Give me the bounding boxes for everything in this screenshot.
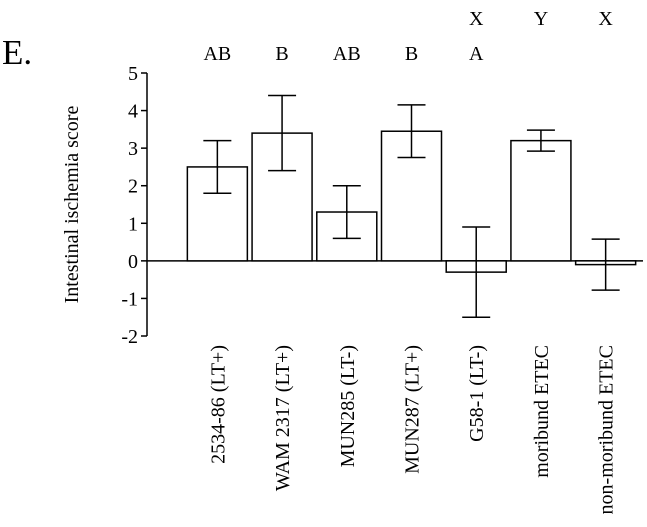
category-label: WAM 2317 (LT+) (272, 345, 294, 491)
category-label: moribund ETEC (531, 345, 553, 478)
group-letter: AB (203, 43, 231, 65)
comparison-letter: X (598, 8, 613, 30)
comparison-letter: Y (534, 8, 548, 30)
group-letter: B (275, 43, 288, 65)
y-tick-label: 5 (128, 63, 138, 85)
group-letter: AB (333, 43, 361, 65)
bar (510, 139, 572, 262)
y-tick-label: 0 (128, 251, 138, 273)
y-axis-label: Intestinal ischemia score (61, 106, 83, 304)
y-tick-label: -1 (121, 288, 138, 310)
category-label: MUN287 (LT+) (402, 345, 424, 474)
comparison-letter: X (469, 8, 484, 30)
category-label: MUN285 (LT-) (337, 345, 359, 467)
category-label: non-moribund ETEC (596, 345, 618, 514)
y-tick-label: 2 (128, 176, 138, 198)
y-tick-label: 3 (128, 138, 138, 160)
y-tick-label: -2 (121, 326, 138, 348)
y-tick-label: 1 (128, 213, 138, 235)
panel-label: E. (2, 33, 33, 72)
group-letter: A (469, 43, 484, 65)
category-label: G58-1 (LT-) (466, 345, 488, 442)
group-letter: B (405, 43, 418, 65)
category-label: 2534-86 (LT+) (207, 345, 229, 464)
chart-bars (186, 94, 637, 318)
y-tick-label: 4 (128, 101, 138, 123)
